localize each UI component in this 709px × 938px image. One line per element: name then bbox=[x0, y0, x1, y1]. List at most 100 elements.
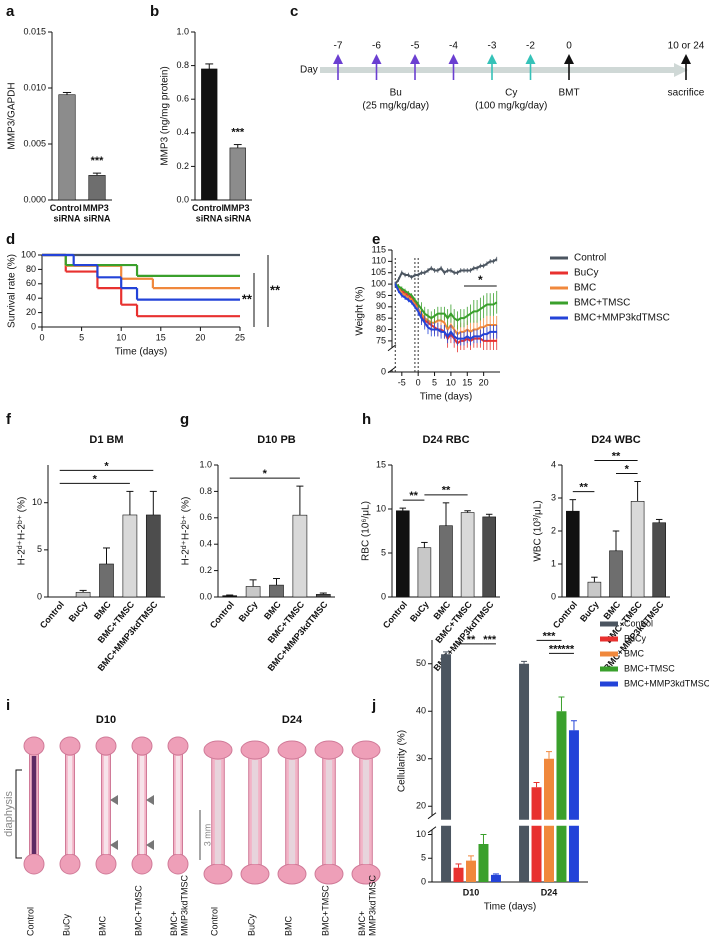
bar bbox=[396, 510, 410, 598]
marrow bbox=[251, 760, 259, 864]
x-tick-label: 15 bbox=[156, 332, 166, 342]
significance-label: * bbox=[263, 468, 268, 480]
x-axis-label: Time (days) bbox=[115, 347, 167, 358]
bar bbox=[417, 547, 432, 598]
legend-swatch bbox=[600, 651, 618, 657]
y-tick-label: 80 bbox=[26, 264, 36, 274]
panel-letter: h bbox=[362, 411, 371, 428]
bone-head bbox=[59, 853, 81, 875]
bar bbox=[441, 654, 452, 882]
x-axis-label: Time (days) bbox=[484, 902, 536, 913]
y-tick-label: 0.2 bbox=[199, 565, 212, 575]
x-tick-label: Control siRNA bbox=[50, 203, 85, 223]
x-tick-label: 10 bbox=[446, 377, 456, 387]
y-tick-label: 0 bbox=[421, 876, 426, 886]
y-tick-label: 1 bbox=[551, 558, 556, 568]
y-tick-label: 115 bbox=[372, 244, 386, 254]
panel-letter: i bbox=[6, 697, 10, 714]
drug-dose: (25 mg/kg/day) bbox=[362, 101, 429, 112]
bar bbox=[587, 581, 602, 598]
bone-head bbox=[314, 863, 344, 885]
marrow bbox=[288, 760, 296, 864]
y-tick-label: 0.4 bbox=[199, 539, 212, 549]
significance-label: ** bbox=[612, 450, 621, 462]
axis-break-gap bbox=[433, 819, 589, 826]
bone-head bbox=[277, 740, 307, 760]
bar bbox=[630, 500, 645, 598]
y-tick-label: 90 bbox=[376, 301, 386, 311]
x-tick-label: D10 bbox=[463, 887, 480, 897]
bar bbox=[269, 584, 284, 598]
day-arrowhead bbox=[564, 54, 574, 64]
day-arrowhead bbox=[487, 54, 497, 64]
bone-head bbox=[351, 740, 381, 760]
weight-line bbox=[394, 283, 497, 336]
bar bbox=[531, 787, 542, 882]
text-line: MMP3 bbox=[223, 203, 252, 213]
x-tick-label: D24 bbox=[541, 887, 558, 897]
significance-label: *** bbox=[91, 155, 105, 167]
x-tick-label: -5 bbox=[398, 377, 406, 387]
bone-head bbox=[131, 853, 153, 875]
legend-label: BMC+MMP3kdTMSC bbox=[624, 678, 709, 688]
chart-title: D1 BM bbox=[89, 434, 123, 446]
significance-label: *** bbox=[543, 630, 557, 642]
text-line: MMP3 bbox=[83, 203, 112, 213]
bar bbox=[245, 586, 261, 598]
sample-label: Control bbox=[209, 907, 219, 936]
marrow bbox=[325, 760, 333, 864]
bar bbox=[652, 522, 666, 598]
y-tick-label: 0.8 bbox=[199, 486, 212, 496]
y-tick-label: 0.6 bbox=[176, 94, 189, 104]
x-axis-label: Time (days) bbox=[420, 392, 472, 403]
day-label: -2 bbox=[526, 41, 535, 52]
y-tick-label: 1.0 bbox=[199, 459, 212, 469]
y-axis-label: Cellularity (%) bbox=[397, 730, 408, 792]
bone-head bbox=[203, 740, 233, 760]
panel-letter: b bbox=[150, 3, 159, 20]
marrow bbox=[31, 756, 37, 854]
y-tick-label: 5 bbox=[421, 853, 426, 863]
y-axis-label: H-2ᵈ⁺H-2ᵇ⁺ (%) bbox=[17, 497, 28, 566]
bar bbox=[315, 594, 331, 598]
y-tick-label: 0.6 bbox=[199, 512, 212, 522]
drug-dose: (100 mg/kg/day) bbox=[475, 101, 547, 112]
bar bbox=[566, 510, 580, 598]
y-tick-label: 4 bbox=[551, 459, 556, 469]
significance-label: ** bbox=[409, 490, 418, 502]
y-tick-label: 75 bbox=[376, 335, 386, 345]
timeline-band bbox=[320, 63, 688, 77]
bar bbox=[439, 525, 453, 598]
region-label: diaphysis bbox=[3, 791, 15, 837]
text-line: Control bbox=[50, 203, 85, 213]
y-tick-label: 40 bbox=[26, 293, 36, 303]
drug-label: Cy bbox=[505, 88, 517, 99]
bone-head bbox=[240, 863, 270, 885]
y-tick-label: 30 bbox=[416, 753, 426, 763]
day-arrowhead bbox=[333, 54, 343, 64]
axis-break bbox=[427, 812, 437, 820]
significance-label: ** bbox=[467, 634, 476, 646]
x-tick-label: 0 bbox=[416, 377, 421, 387]
bar bbox=[99, 563, 114, 598]
x-tick-label: 25 bbox=[235, 332, 245, 342]
panel-letter: g bbox=[180, 411, 189, 428]
y-tick-label: 0.000 bbox=[23, 194, 46, 204]
significance-label: * bbox=[104, 460, 109, 472]
marrow bbox=[214, 760, 222, 864]
y-tick-label: 60 bbox=[26, 278, 36, 288]
y-tick-label: 10 bbox=[416, 829, 426, 839]
y-tick-label: 0.015 bbox=[23, 26, 46, 36]
legend-label: BMC+MMP3kdTMSC bbox=[574, 313, 670, 324]
legend-swatch bbox=[600, 621, 618, 627]
significance-label: ** bbox=[579, 482, 588, 494]
bar bbox=[122, 514, 138, 598]
y-tick-label: 20 bbox=[416, 801, 426, 811]
significance-label: ** bbox=[270, 282, 281, 297]
text-line: siRNA bbox=[196, 214, 224, 224]
day-label: -7 bbox=[334, 41, 343, 52]
chart-title: D10 PB bbox=[257, 434, 296, 446]
bar bbox=[556, 711, 567, 882]
weight-line bbox=[394, 283, 497, 340]
chart-title: D24 RBC bbox=[422, 434, 469, 446]
